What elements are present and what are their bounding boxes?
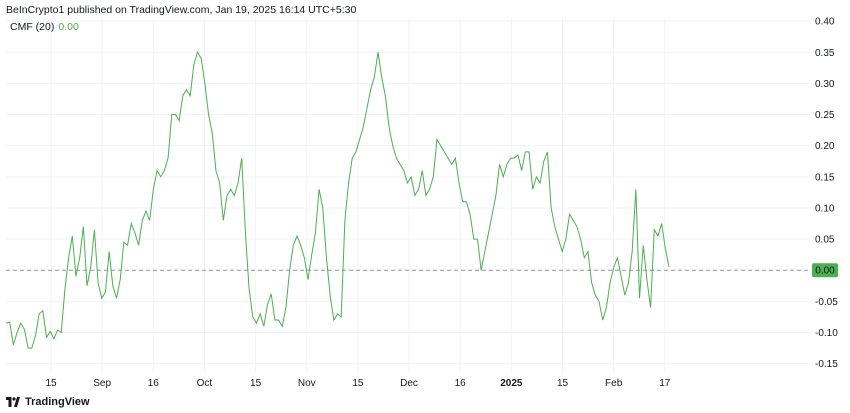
y-axis[interactable]: 0.40 0.35 0.30 0.25 0.20 0.15 0.10 0.05 -0.05 -0.…: [815, 17, 838, 371]
x-tick-label: 16: [455, 378, 467, 389]
zero-value-badge: 0.00: [812, 263, 838, 278]
y-tick-label: -0.05: [815, 297, 838, 308]
y-tick-label: 0.35: [815, 48, 835, 59]
y-tick-label: 0.25: [815, 110, 835, 121]
x-tick-label: 15: [557, 378, 569, 389]
zero-badge-label: 0.00: [815, 266, 835, 277]
y-tick-label: 0.30: [815, 79, 835, 90]
x-tick-label: 15: [45, 378, 57, 389]
x-tick-label: 15: [352, 378, 364, 389]
indicator-value: 0.00: [58, 21, 79, 33]
y-tick-label: 0.05: [815, 235, 835, 246]
publisher-caption: BeInCrypto1 published on TradingView.com…: [6, 4, 357, 16]
x-tick-label: 16: [148, 378, 160, 389]
brand-name: TradingView: [25, 396, 90, 408]
x-axis[interactable]: 15 Sep 16 Oct 15 Nov 15 Dec 16 2025 15 Feb 17: [45, 378, 670, 389]
y-tick-label: 0.40: [815, 17, 835, 28]
x-tick-label: Sep: [93, 378, 111, 389]
y-tick-label: -0.15: [815, 359, 838, 370]
x-tick-label: Nov: [298, 378, 316, 389]
indicator-legend[interactable]: CMF (20) 0.00: [10, 21, 79, 33]
x-tick-label: 15: [250, 378, 262, 389]
tradingview-logo-icon: [6, 397, 20, 407]
zero-badge-bg: [812, 263, 838, 278]
x-tick-label: 17: [659, 378, 671, 389]
cmf-series-line: [5, 51, 670, 349]
grid-lines: [6, 18, 810, 373]
indicator-name: CMF (20): [10, 21, 55, 33]
y-tick-label: -0.10: [815, 328, 838, 339]
y-tick-label: 0.20: [815, 141, 835, 152]
y-tick-label: 0.15: [815, 172, 835, 183]
x-tick-label: Dec: [400, 378, 418, 389]
x-tick-label: Oct: [197, 378, 213, 389]
y-tick-label: 0.10: [815, 203, 835, 214]
x-tick-label: 2025: [500, 378, 523, 389]
footer-branding[interactable]: TradingView: [6, 396, 90, 408]
x-tick-label: Feb: [605, 378, 623, 389]
